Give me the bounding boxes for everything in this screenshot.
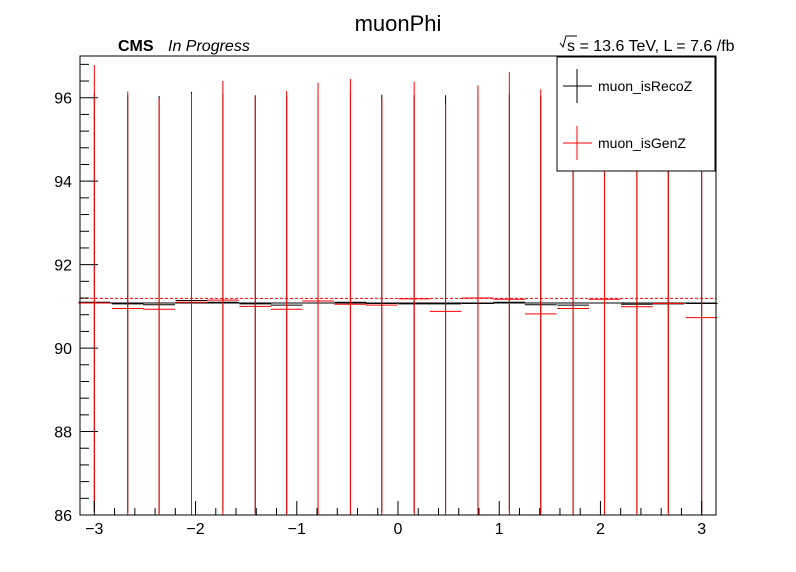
- y-tick-label-0: 86: [54, 508, 72, 525]
- y-tick-label-1: 88: [54, 425, 72, 442]
- sqrt-symbol: [559, 35, 577, 49]
- x-tick-label-5: 2: [596, 521, 605, 538]
- lumi-annotation: s = 13.6 TeV, L = 7.6 /fb: [559, 35, 735, 55]
- y-tick-label-4: 94: [54, 174, 72, 191]
- legend-entry-reco: muon_isRecoZ: [563, 69, 693, 103]
- legend: muon_isRecoZ muon_isGenZ: [556, 56, 716, 172]
- chart-title: muonPhi: [355, 11, 442, 36]
- x-axis: −3 −2 −1 0 1 2 3: [85, 501, 706, 538]
- y-tick-label-3: 92: [54, 258, 72, 275]
- legend-gen-label: muon_isGenZ: [598, 135, 686, 151]
- lumi-label: s = 13.6 TeV, L = 7.6 /fb: [567, 38, 735, 55]
- x-tick-label-0: −3: [85, 521, 103, 538]
- y-tick-label-2: 90: [54, 341, 72, 358]
- x-tick-label-6: 3: [697, 521, 706, 538]
- status-label: In Progress: [168, 38, 250, 55]
- legend-entry-gen: muon_isGenZ: [563, 126, 686, 160]
- y-axis: 86 88 90 92 94 96: [54, 63, 98, 525]
- x-tick-label-4: 1: [495, 521, 504, 538]
- x-tick-label-1: −2: [186, 521, 204, 538]
- x-tick-label-2: −1: [288, 521, 306, 538]
- cms-label: CMS: [118, 38, 154, 55]
- legend-reco-label: muon_isRecoZ: [598, 78, 693, 94]
- legend-box: [556, 56, 716, 172]
- y-tick-label-5: 96: [54, 91, 72, 108]
- x-tick-label-3: 0: [394, 521, 403, 538]
